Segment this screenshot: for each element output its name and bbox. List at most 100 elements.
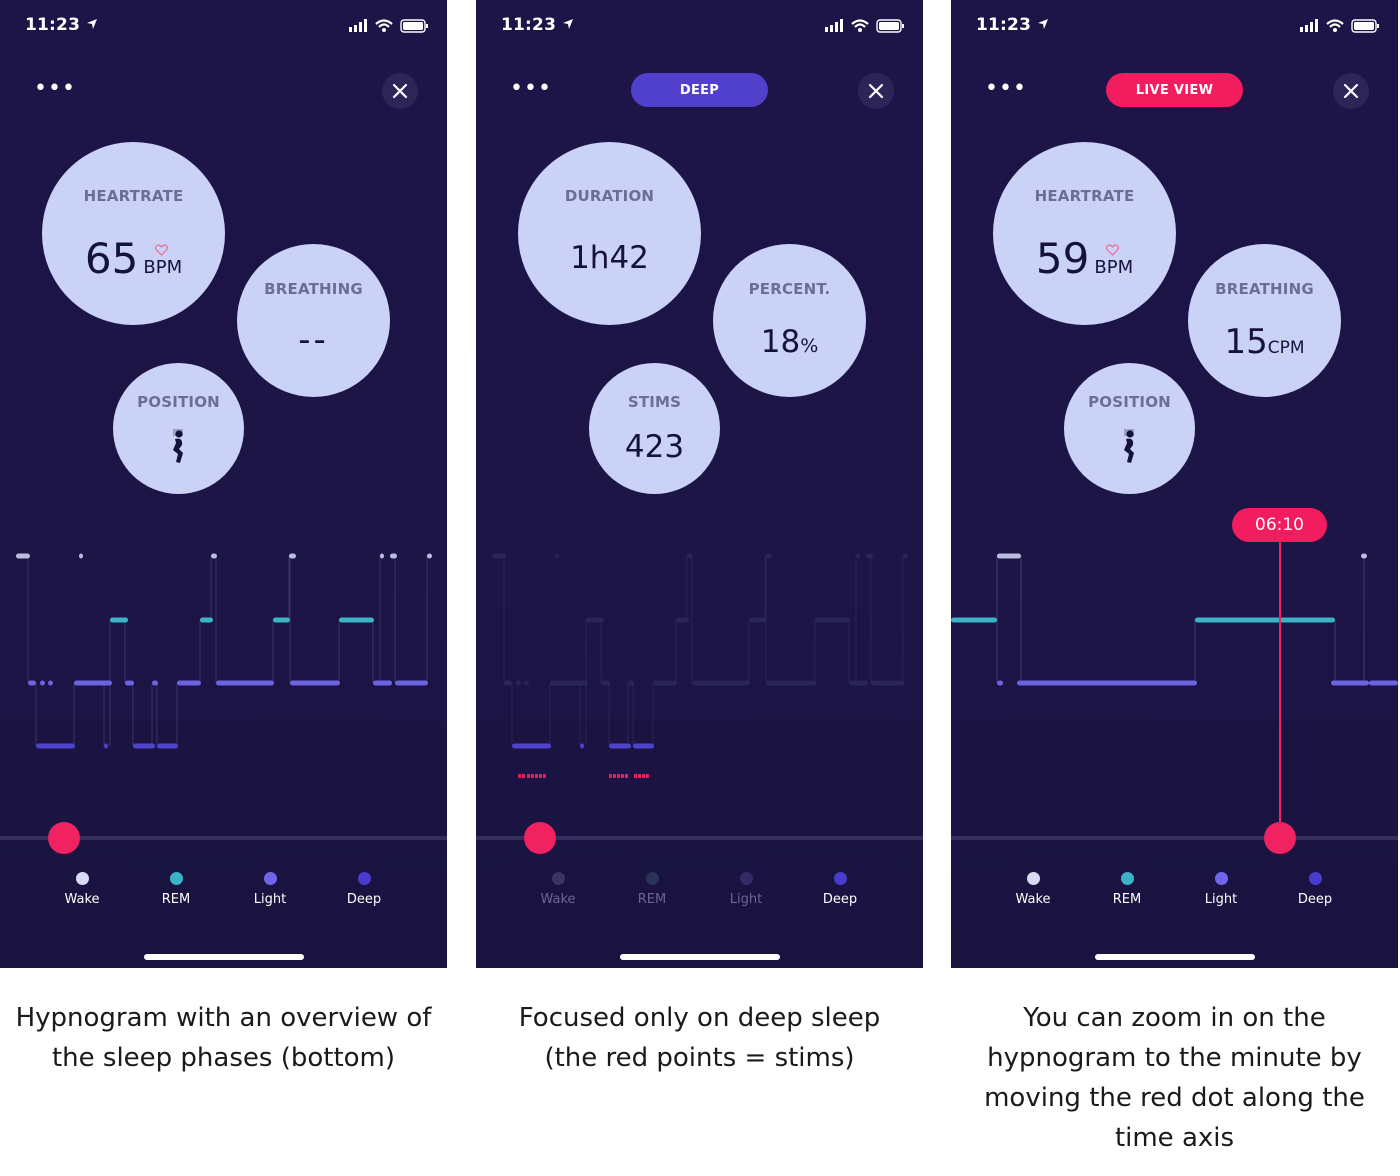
legend-wake[interactable]: Wake — [518, 872, 598, 907]
stims-label: STIMS — [627, 393, 682, 411]
percent-value: 18 — [760, 324, 801, 360]
legend-wake[interactable]: Wake — [993, 872, 1073, 907]
more-options-icon[interactable]: ••• — [985, 76, 1027, 101]
legend-light[interactable]: Light — [706, 872, 786, 907]
location-arrow-icon — [1038, 19, 1049, 29]
duration-label: DURATION — [564, 187, 655, 205]
hypnogram-segment-l — [550, 680, 588, 686]
wifi-icon — [851, 19, 869, 32]
breathing-unit: CPM — [1267, 338, 1305, 358]
signal-icon — [1300, 19, 1318, 32]
hypnogram-segment-r — [339, 617, 374, 623]
position-label: POSITION — [1088, 393, 1171, 411]
legend-light[interactable]: Light — [1181, 872, 1261, 907]
hypnogram-segment-l — [74, 680, 112, 686]
hypnogram-segment-d — [104, 743, 108, 749]
position-label: POSITION — [137, 393, 220, 411]
hypnogram-segment-d — [609, 743, 631, 749]
hypnogram-segment-l — [216, 680, 274, 686]
wifi-icon — [1326, 19, 1344, 32]
more-options-icon[interactable]: ••• — [510, 76, 552, 101]
heartrate-unit: BPM — [1094, 257, 1134, 278]
hypnogram-segment-r — [1195, 617, 1335, 623]
hypnogram-segment-r — [749, 617, 766, 623]
hypnogram-segment-w — [427, 553, 432, 559]
close-button[interactable] — [382, 73, 418, 109]
heart-icon — [155, 244, 168, 256]
hypnogram-segment-l — [601, 680, 610, 686]
breathing-label: BREATHING — [1215, 280, 1314, 298]
caption-deep: Focused only on deep sleep (the red poin… — [518, 1003, 881, 1073]
heart-icon — [1106, 244, 1119, 256]
stim-point — [625, 774, 628, 778]
legend-rem[interactable]: REM — [612, 872, 692, 907]
status-bar-icons — [825, 19, 904, 33]
hypnogram-segment-d — [633, 743, 654, 749]
heartrate-label: HEARTRATE — [1034, 187, 1135, 205]
stim-point — [609, 774, 612, 778]
hypnogram-segment-l — [28, 680, 36, 686]
phase-legend: Wake REM Light Deep — [476, 872, 923, 912]
duration-value: 1h42 — [570, 240, 649, 276]
stim-point — [518, 774, 521, 778]
duration-bubble: DURATION 1h42 — [518, 142, 701, 325]
status-time: 11:23 — [501, 15, 574, 35]
hypnogram-segment-l — [766, 680, 816, 686]
close-icon — [868, 83, 884, 99]
close-icon — [1343, 83, 1359, 99]
legend-rem[interactable]: REM — [136, 872, 216, 907]
legend-deep[interactable]: Deep — [1275, 872, 1355, 907]
stim-point — [634, 774, 637, 778]
stim-point — [638, 774, 641, 778]
stim-point — [613, 774, 616, 778]
live-view-pill[interactable]: LIVE VIEW — [1106, 73, 1243, 107]
hypnogram-segment-w — [16, 553, 30, 559]
stim-point — [531, 774, 534, 778]
legend-light[interactable]: Light — [230, 872, 310, 907]
hypnogram-segment-l — [177, 680, 201, 686]
stim-point — [535, 774, 538, 778]
hypnogram-segment-w — [211, 553, 217, 559]
timeline-track — [476, 836, 923, 840]
hypnogram-segment-r — [110, 617, 128, 623]
more-options-icon[interactable]: ••• — [34, 76, 76, 101]
hypnogram-segment-l — [1369, 680, 1398, 686]
hypnogram-segment-w — [390, 553, 397, 559]
legend-deep[interactable]: Deep — [800, 872, 880, 907]
sleeping-person-icon — [1124, 429, 1134, 463]
heartrate-unit: BPM — [143, 257, 183, 278]
legend-wake[interactable]: Wake — [42, 872, 122, 907]
hypnogram — [476, 553, 923, 854]
wifi-icon — [375, 19, 393, 32]
hypnogram-segment-w — [903, 553, 908, 559]
hypnogram-segment-l — [849, 680, 868, 686]
stim-point — [539, 774, 542, 778]
legend-deep[interactable]: Deep — [324, 872, 404, 907]
close-button[interactable] — [858, 73, 894, 109]
hypnogram-segment-d — [512, 743, 551, 749]
stim-point — [617, 774, 620, 778]
deep-filter-pill[interactable]: DEEP — [631, 73, 768, 107]
hypnogram-segment-w — [492, 553, 506, 559]
hypnogram-segment-r — [676, 617, 689, 623]
hypnogram-segment-l — [871, 680, 904, 686]
hypnogram-segment-w — [555, 553, 559, 559]
home-indicator[interactable] — [144, 954, 304, 960]
close-button[interactable] — [1333, 73, 1369, 109]
signal-icon — [349, 19, 367, 32]
hypnogram-segment-l — [516, 680, 521, 686]
timeline-track — [0, 836, 447, 840]
hypnogram-segment-r — [586, 617, 604, 623]
heartrate-value: 59 — [1035, 234, 1090, 283]
battery-icon — [400, 19, 428, 33]
legend-rem[interactable]: REM — [1087, 872, 1167, 907]
breathing-label: BREATHING — [264, 280, 363, 298]
breathing-bubble: BREATHING -- — [237, 244, 390, 397]
hypnogram-segment-w — [856, 553, 860, 559]
hypnogram-segment-w — [866, 553, 873, 559]
home-indicator[interactable] — [620, 954, 780, 960]
timeline-scrubber-thumb — [1264, 822, 1296, 854]
phase-legend: Wake REM Light Deep — [951, 872, 1398, 912]
home-indicator[interactable] — [1095, 954, 1255, 960]
position-bubble: POSITION — [1064, 363, 1195, 494]
